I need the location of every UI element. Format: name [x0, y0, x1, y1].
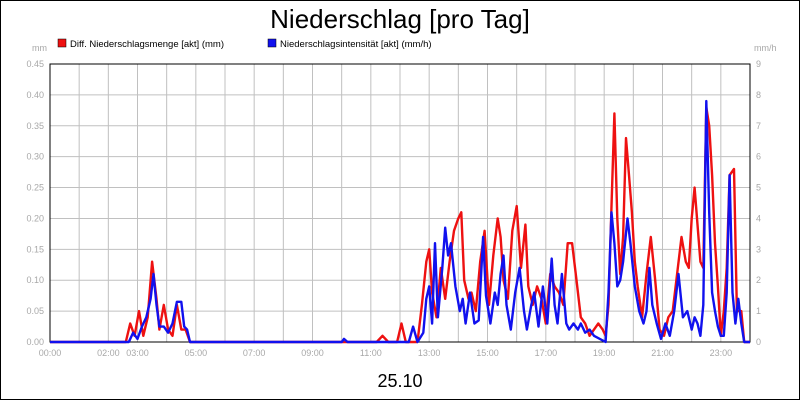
- legend: Diff. Niederschlagsmenge [akt] (mm) Niede…: [57, 38, 432, 50]
- y-right-tick-label: 8: [756, 90, 761, 100]
- x-tick-label: 11:00: [360, 348, 382, 358]
- x-tick-label: 09:00: [301, 348, 324, 358]
- y-right-tick-label: 1: [756, 306, 761, 316]
- legend-swatch: [57, 38, 67, 48]
- y-left-tick-label: 0.05: [26, 306, 44, 316]
- x-tick-label: 19:00: [593, 348, 616, 358]
- y-right-tick-label: 0: [756, 337, 761, 347]
- series-lines: [50, 99, 750, 344]
- y-left-tick-label: 0.45: [26, 59, 44, 69]
- legend-label: Niederschlagsintensität [akt] (mm/h): [280, 39, 432, 50]
- x-axis-label: 25.10: [377, 371, 422, 391]
- x-tick-label: 07:00: [243, 348, 266, 358]
- legend-label: Diff. Niederschlagsmenge [akt] (mm): [70, 39, 224, 50]
- chart-title: Niederschlag [pro Tag]: [270, 4, 530, 34]
- x-tick-label: 21:00: [651, 348, 674, 358]
- y-left-tick-label: 0.30: [26, 152, 44, 162]
- y-right-tick-label: 5: [756, 183, 761, 193]
- grid: [49, 63, 751, 343]
- x-tick-label: 13:00: [418, 348, 441, 358]
- x-tick-label: 23:00: [710, 348, 733, 358]
- y-left-tick-label: 0.10: [26, 275, 44, 285]
- legend-swatch: [267, 38, 277, 48]
- x-tick-label: 05:00: [185, 348, 208, 358]
- y-left-unit: mm: [32, 43, 47, 53]
- series-line-red: [50, 105, 750, 344]
- y-right-tick-label: 7: [756, 121, 761, 131]
- y-right-unit: mm/h: [754, 43, 777, 53]
- x-tick-label: 00:00: [39, 348, 62, 358]
- y-right-tick-label: 3: [756, 244, 761, 254]
- y-right-tick-label: 6: [756, 152, 761, 162]
- y-left-tick-label: 0.35: [26, 121, 44, 131]
- y-right-tick-label: 4: [756, 213, 761, 223]
- y-right-tick-label: 2: [756, 275, 761, 285]
- x-tick-label: 17:00: [535, 348, 558, 358]
- series-line-blue: [50, 99, 750, 344]
- x-tick-label: 15:00: [476, 348, 499, 358]
- y-left-tick-label: 0.25: [26, 183, 44, 193]
- y-left-tick-label: 0.40: [26, 90, 44, 100]
- y-left-tick-label: 0.15: [26, 244, 44, 254]
- x-tick-label: 02:00: [97, 348, 120, 358]
- y-left-tick-label: 0.20: [26, 213, 44, 223]
- x-tick-label: 03:00: [126, 348, 149, 358]
- axes: 0.00 0.05 0.10 0.15 0.20 0.25 0.30 0.35 0.40 0.45…: [26, 59, 761, 358]
- y-left-tick-label: 0.00: [26, 337, 44, 347]
- y-right-tick-label: 9: [756, 59, 761, 69]
